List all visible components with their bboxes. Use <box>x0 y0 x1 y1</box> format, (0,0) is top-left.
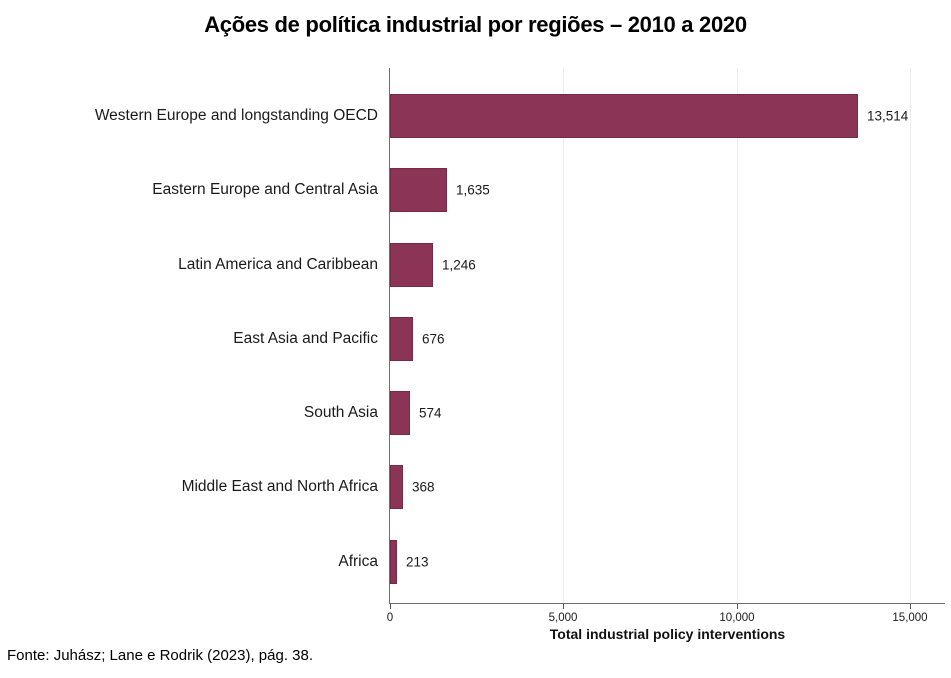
source-note: Fonte: Juhász; Lane e Rodrik (2023), pág… <box>7 647 314 664</box>
bar-value-label: 368 <box>412 479 435 495</box>
x-axis-line <box>389 603 945 604</box>
bar-value-label: 676 <box>422 331 445 347</box>
bar <box>390 539 397 584</box>
bar-value-label: 13,514 <box>867 108 909 124</box>
bar-value-label: 213 <box>406 554 429 570</box>
category-label: Africa <box>338 552 378 570</box>
bar <box>390 465 403 510</box>
category-label: Middle East and North Africa <box>181 478 378 496</box>
x-axis-tick-label: 5,000 <box>548 612 578 624</box>
y-axis-line <box>389 68 390 604</box>
plot-area: 0 5,000 10,000 15,000 13,514 1,635 1,246 676 574… <box>387 68 945 624</box>
bar <box>390 391 410 436</box>
bar <box>390 94 858 138</box>
x-axis-tick <box>737 604 738 609</box>
bar-value-label: 1,246 <box>442 257 476 273</box>
bar-value-label: 574 <box>419 405 442 421</box>
category-label: South Asia <box>303 404 378 422</box>
x-axis-tick-label: 0 <box>386 612 394 624</box>
category-label: Western Europe and longstanding OECD <box>94 107 378 124</box>
category-label: Latin America and Caribbean <box>178 255 378 273</box>
x-axis-tick-label: 10,000 <box>719 612 755 624</box>
bar <box>390 168 447 213</box>
x-axis-tick <box>910 604 911 609</box>
category-axis-labels: Western Europe and longstanding OECD East… <box>0 68 384 603</box>
gridline-x-10,000 <box>737 68 738 603</box>
bar <box>390 316 413 361</box>
x-axis-tick <box>563 604 564 609</box>
category-label: Eastern Europe and Central Asia <box>152 181 378 199</box>
x-axis-tick-label: 15,000 <box>892 612 928 624</box>
bar <box>390 242 433 287</box>
x-axis-title: Total industrial policy interventions <box>549 626 786 642</box>
gridline-x-15,000 <box>910 68 911 603</box>
gridline-x-5,000 <box>563 68 564 603</box>
chart-title: Ações de política industrial por regiões… <box>204 12 747 37</box>
x-axis-tick <box>390 604 391 609</box>
bar-value-label: 1,635 <box>456 182 490 198</box>
category-label: East Asia and Pacific <box>233 329 378 347</box>
